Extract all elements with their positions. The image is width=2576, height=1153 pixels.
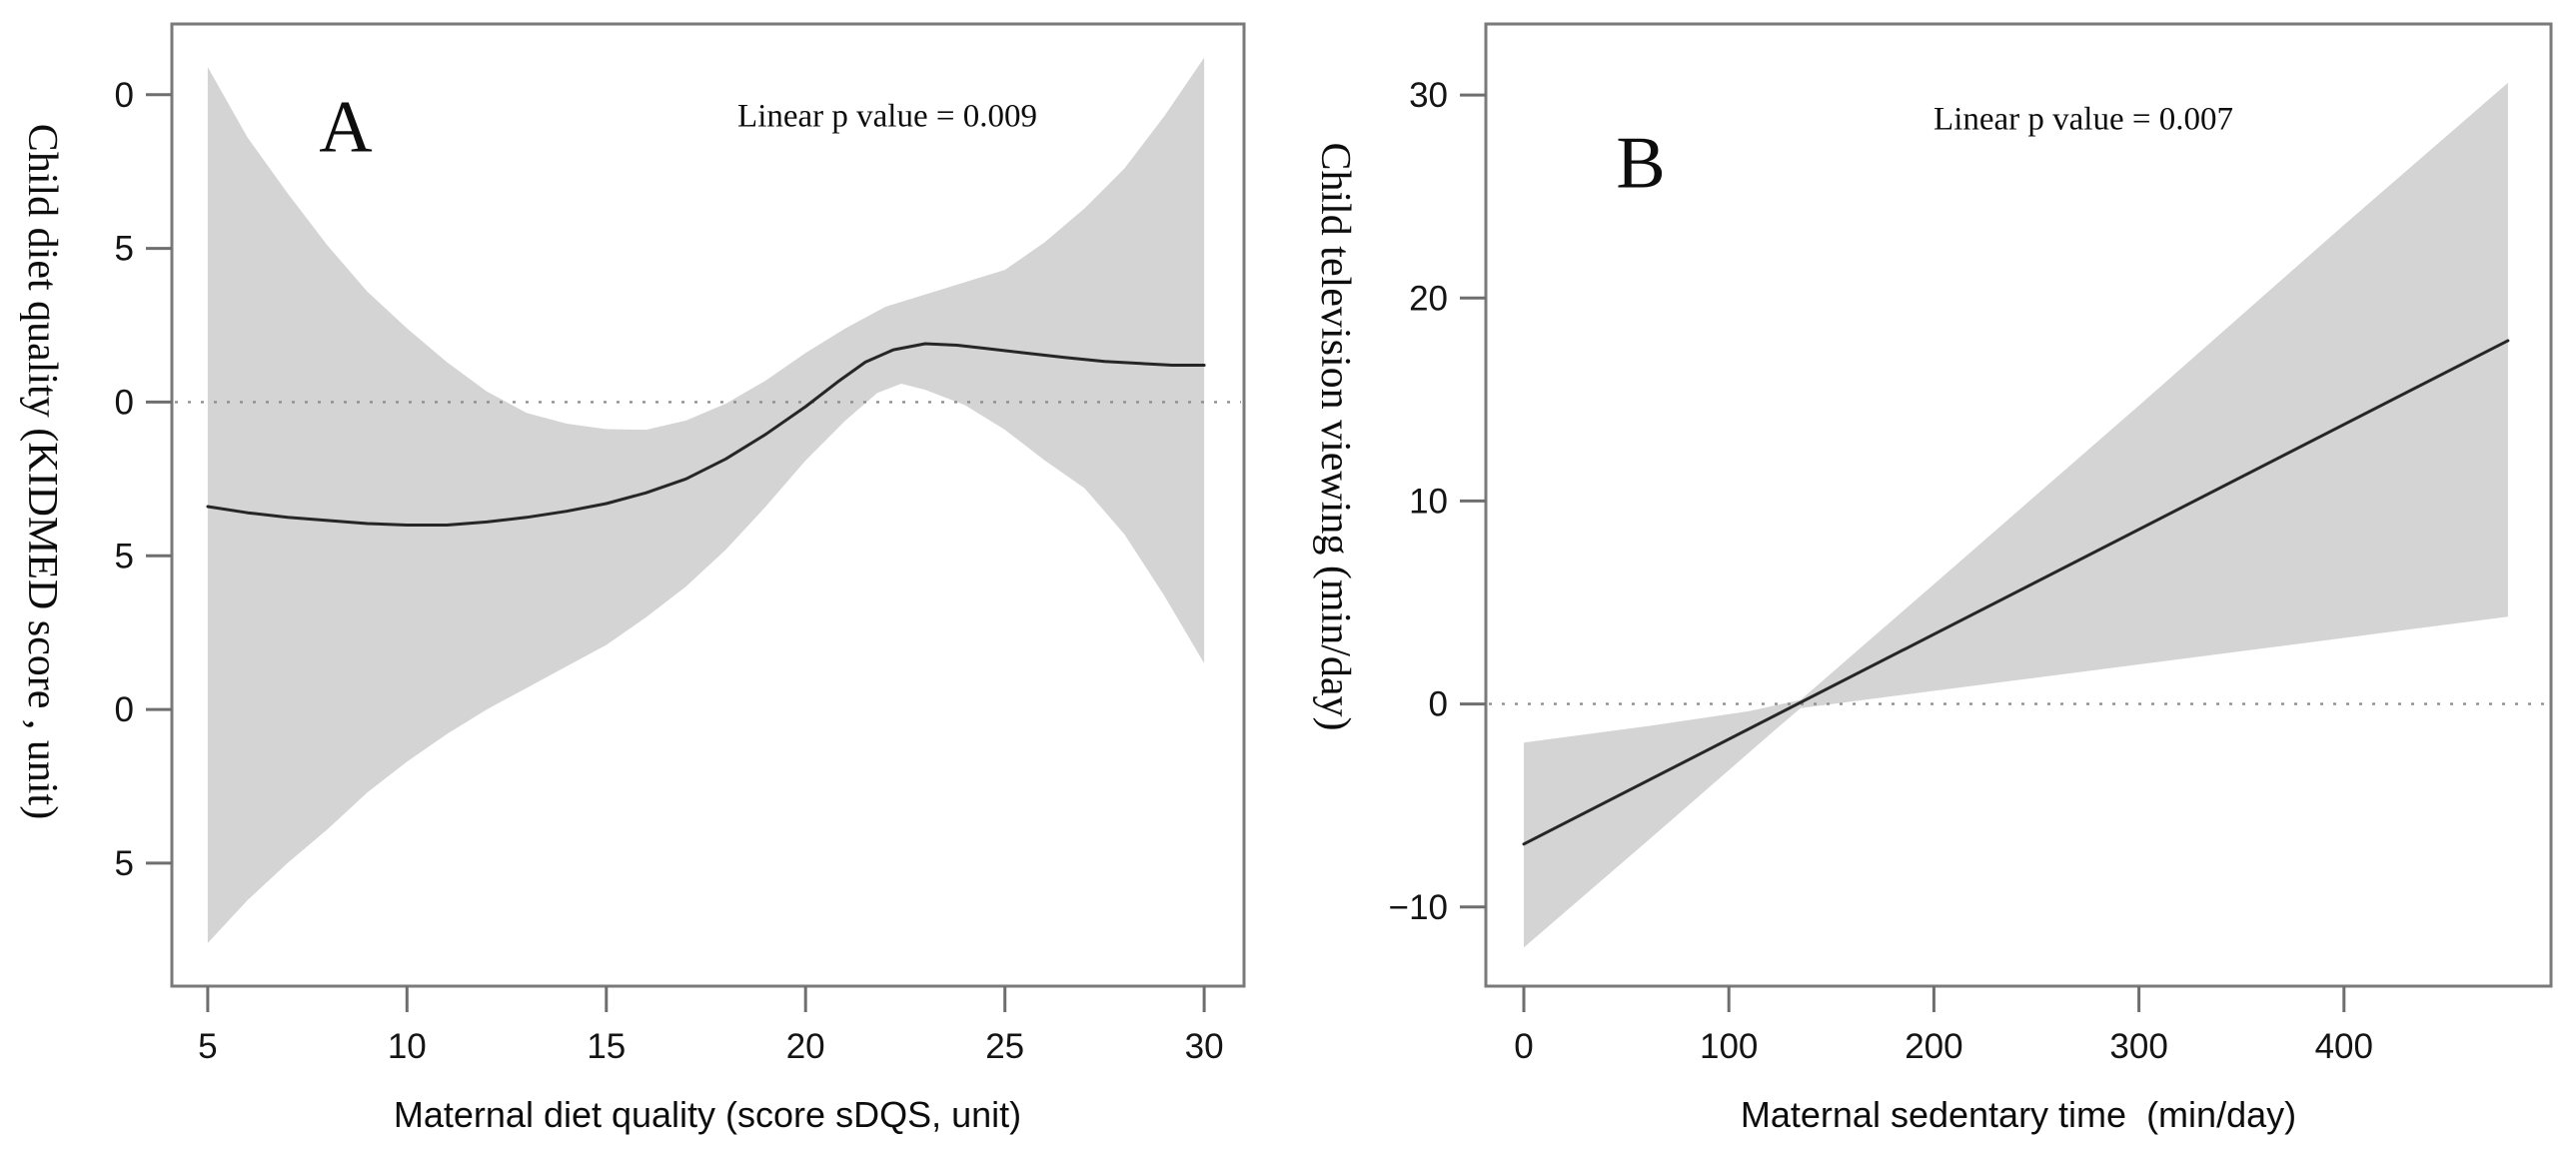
y-axis-tick-label: −10 — [1389, 888, 1448, 927]
panel-b-y-axis-title: Child television viewing (min/day) — [1312, 142, 1358, 731]
panel-b-letter: B — [1616, 122, 1666, 205]
x-axis-tick-label: 5 — [198, 1027, 217, 1066]
y-axis-tick-label: 0 — [115, 383, 134, 422]
x-axis-tick-label: 100 — [1700, 1027, 1758, 1066]
y-axis-tick-label: 10 — [1409, 482, 1448, 521]
plot-border — [1484, 22, 2553, 988]
y-axis-tick-label: 0 — [115, 690, 134, 729]
y-axis-tick-label: 0 — [115, 76, 134, 115]
plot-border — [170, 22, 1246, 988]
regression-curve — [1522, 339, 2510, 846]
confidence-band — [207, 57, 1205, 943]
panel-b-pvalue-annotation: Linear p value = 0.007 — [1933, 101, 2233, 138]
panel-a-y-axis-title: Child diet quality (KIDMED score , unit) — [19, 123, 65, 820]
y-axis-tick-label: 20 — [1409, 279, 1448, 318]
x-axis-tick-label: 30 — [1185, 1027, 1224, 1066]
panel-a-x-axis-title: Maternal diet quality (score sDQS, unit) — [393, 1094, 1022, 1135]
y-axis-tick-label: 30 — [1409, 76, 1448, 115]
regression-curve — [206, 342, 1206, 527]
y-axis-tick-label: 5 — [115, 537, 134, 576]
x-axis-tick-label: 25 — [985, 1027, 1024, 1066]
y-axis-tick-label: 0 — [1429, 685, 1448, 724]
x-axis-tick-label: 300 — [2109, 1027, 2167, 1066]
y-axis-tick-label: 5 — [115, 844, 134, 883]
panel-a-pvalue-annotation: Linear p value = 0.009 — [737, 98, 1037, 135]
y-axis-tick-label: 5 — [115, 230, 134, 269]
confidence-band — [1524, 82, 2508, 948]
panel-b-x-axis-title: Maternal sedentary time (min/day) — [1740, 1094, 2297, 1135]
x-axis-tick-label: 10 — [388, 1027, 427, 1066]
panel-a-letter: A — [319, 86, 373, 169]
x-axis-tick-label: 400 — [2315, 1027, 2373, 1066]
x-axis-tick-label: 200 — [1905, 1027, 1962, 1066]
x-axis-tick-label: 0 — [1514, 1027, 1533, 1066]
x-axis-tick-label: 20 — [786, 1027, 825, 1066]
x-axis-tick-label: 15 — [587, 1027, 626, 1066]
